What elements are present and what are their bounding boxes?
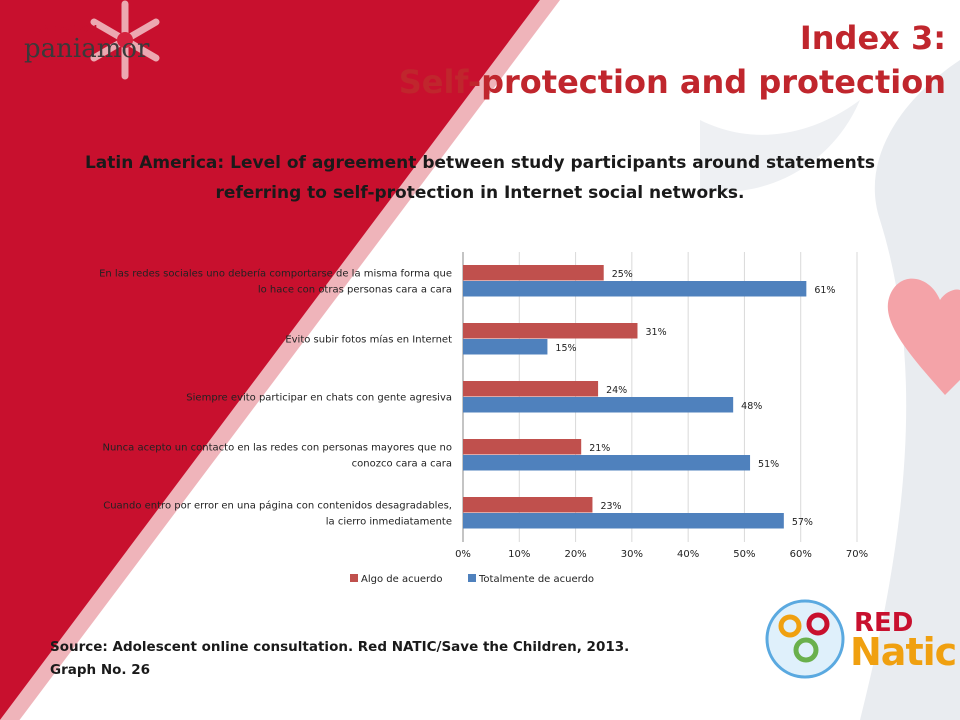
source-note: Source: Adolescent online consultation. … bbox=[50, 636, 629, 682]
brand-natic-text: Natic bbox=[850, 630, 957, 674]
category-label: Cuando entro por error en una página con… bbox=[103, 500, 452, 512]
category-label: conozco cara a cara bbox=[352, 459, 452, 470]
brand-red-text: RED bbox=[854, 608, 914, 638]
category-label: Evito subir fotos mías en Internet bbox=[285, 334, 452, 346]
x-tick-label: 40% bbox=[677, 549, 699, 560]
source-line-2: Graph No. 26 bbox=[50, 662, 151, 678]
subtitle-line-2: referring to self-protection in Internet… bbox=[215, 183, 745, 203]
data-label: 31% bbox=[645, 327, 666, 338]
bar-algo bbox=[463, 381, 599, 397]
data-label: 48% bbox=[741, 401, 762, 412]
data-label: 51% bbox=[758, 459, 779, 470]
fundacion-paniamor-logo: FUNDACION paniamor bbox=[24, 18, 174, 78]
bar-algo bbox=[463, 323, 638, 339]
legend-swatch bbox=[468, 574, 476, 582]
legend-entry: Algo de acuerdo bbox=[361, 574, 442, 585]
data-label: 57% bbox=[792, 517, 813, 528]
bar-algo bbox=[463, 439, 582, 455]
logo-big-text: paniamor bbox=[24, 34, 150, 64]
grey-swoosh-2 bbox=[700, 100, 860, 192]
bar-totalmente bbox=[463, 455, 751, 471]
red-natic-logo: RED Natic bbox=[760, 590, 957, 690]
grey-swoosh bbox=[860, 60, 960, 720]
x-tick-label: 10% bbox=[508, 549, 530, 560]
bar-algo bbox=[463, 265, 604, 281]
category-label: En las redes sociales uno debería compor… bbox=[99, 268, 452, 280]
x-tick-label: 30% bbox=[621, 549, 643, 560]
chart-subtitle: Latin America: Level of agreement betwee… bbox=[40, 148, 920, 208]
logo-small-text: FUNDACION bbox=[26, 24, 98, 35]
data-label: 15% bbox=[555, 343, 576, 354]
bar-totalmente bbox=[463, 397, 734, 413]
x-tick-label: 70% bbox=[846, 549, 868, 560]
bar-totalmente bbox=[463, 513, 784, 529]
x-tick-label: 60% bbox=[790, 549, 812, 560]
title-line-2: Self-protection and protection bbox=[398, 63, 946, 101]
x-tick-label: 0% bbox=[455, 549, 471, 560]
category-label: la cierro inmediatamente bbox=[326, 517, 452, 528]
x-tick-label: 50% bbox=[733, 549, 755, 560]
globe-children-icon bbox=[765, 599, 845, 679]
data-label: 24% bbox=[606, 385, 627, 396]
heart-icon bbox=[887, 278, 960, 395]
data-label: 61% bbox=[814, 285, 835, 296]
bar-algo bbox=[463, 497, 593, 513]
bar-chart: 0% 10% 20% 30% 40% 50% 60% 70% En las redes soci… bbox=[99, 252, 868, 585]
legend-entry: Totalmente de acuerdo bbox=[478, 574, 594, 585]
page-title: Index 3: Self-protection and protection bbox=[399, 16, 946, 104]
bar-totalmente bbox=[463, 339, 548, 355]
data-label: 23% bbox=[600, 501, 621, 512]
x-tick-label: 20% bbox=[564, 549, 586, 560]
red-band-edge bbox=[0, 0, 560, 720]
subtitle-line-1: Latin America: Level of agreement betwee… bbox=[84, 153, 876, 173]
bar-totalmente bbox=[463, 281, 807, 297]
category-label: Siempre evito participar en chats con ge… bbox=[186, 393, 452, 404]
category-label: Nunca acepto un contacto en las redes co… bbox=[102, 443, 452, 454]
data-label: 25% bbox=[612, 269, 633, 280]
title-line-1: Index 3: bbox=[799, 19, 946, 57]
legend-swatch bbox=[350, 574, 358, 582]
source-line-1: Source: Adolescent online consultation. … bbox=[50, 639, 630, 655]
data-label: 21% bbox=[589, 443, 610, 454]
category-label: lo hace con otras personas cara a cara bbox=[258, 285, 452, 296]
